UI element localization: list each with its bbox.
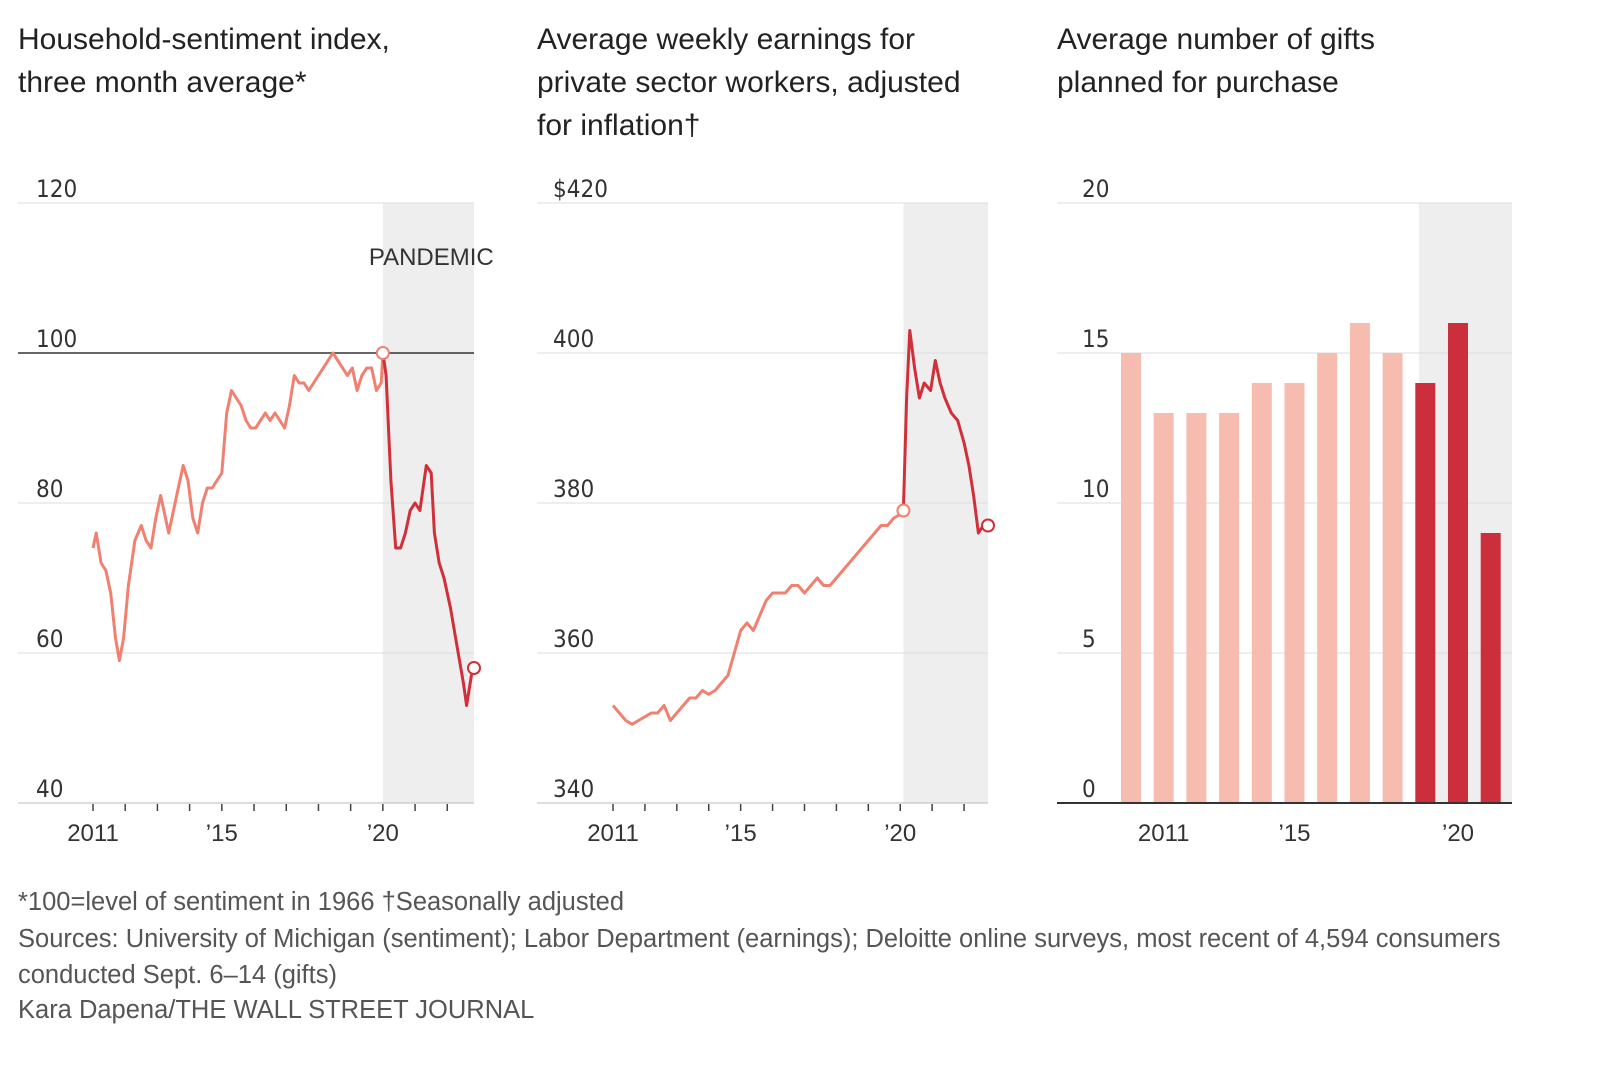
bar-2014 bbox=[1251, 383, 1272, 803]
x-tick-label: ’15 bbox=[1278, 820, 1310, 847]
bar-2018 bbox=[1382, 353, 1403, 803]
series-line-pre-pandemic bbox=[91, 351, 385, 662]
bar-2012 bbox=[1186, 413, 1207, 803]
bar-2011 bbox=[1153, 413, 1174, 803]
x-tick-label: ’15 bbox=[725, 820, 757, 847]
y-tick-label: 60 bbox=[36, 625, 63, 653]
footnote-sources: Sources: University of Michigan (sentime… bbox=[18, 925, 1501, 989]
bar-2010 bbox=[1121, 353, 1141, 803]
y-tick-label: 15 bbox=[1082, 325, 1109, 353]
x-tick-label: ’15 bbox=[206, 820, 238, 847]
y-tick-label: 120 bbox=[36, 175, 77, 203]
gifts-chart-title: Average number of gifts planned for purc… bbox=[1057, 23, 1375, 99]
footnote-credit: Kara Dapena/THE WALL STREET JOURNAL bbox=[18, 996, 535, 1024]
x-tick-label: 2011 bbox=[587, 820, 639, 847]
y-tick-label: 80 bbox=[36, 475, 63, 503]
y-tick-label: 40 bbox=[36, 775, 63, 803]
y-tick-label: 20 bbox=[1082, 175, 1109, 203]
y-tick-label: 100 bbox=[36, 325, 77, 353]
charts-canvas: 4060801001202011’15’20PANDEMIC3403603804… bbox=[18, 175, 1512, 847]
earnings-chart-title: Average weekly earnings for private sect… bbox=[537, 23, 961, 142]
bar-2015 bbox=[1284, 383, 1305, 803]
series-line-pandemic bbox=[381, 352, 476, 707]
y-tick-label: 0 bbox=[1082, 775, 1096, 803]
pandemic-label: PANDEMIC bbox=[369, 244, 494, 271]
x-tick-label: 2011 bbox=[1138, 820, 1190, 847]
series-line-pandemic bbox=[901, 329, 988, 535]
latest-value-marker bbox=[467, 661, 481, 675]
y-tick-label: 400 bbox=[553, 325, 594, 353]
bar-2020 bbox=[1448, 323, 1468, 803]
y-tick-label: 340 bbox=[553, 775, 594, 803]
bar-2019 bbox=[1415, 383, 1436, 803]
pandemic-start-marker bbox=[896, 503, 911, 518]
series-line-pre-pandemic bbox=[611, 509, 905, 726]
bar-2016 bbox=[1317, 353, 1338, 803]
y-tick-label: 5 bbox=[1082, 625, 1096, 653]
latest-value-marker bbox=[981, 518, 995, 533]
y-tick-label: 360 bbox=[553, 625, 594, 653]
x-tick-label: ’20 bbox=[884, 820, 916, 847]
x-tick-label: ’20 bbox=[1442, 820, 1474, 847]
bar-2021 bbox=[1480, 533, 1501, 803]
y-tick-label: $420 bbox=[553, 175, 608, 203]
footnote-note: *100=level of sentiment in 1966 †Seasona… bbox=[18, 888, 625, 916]
y-tick-label: 380 bbox=[553, 475, 594, 503]
bar-2013 bbox=[1219, 413, 1240, 803]
sentiment-chart-title: Household-sentiment index, three month a… bbox=[18, 23, 390, 99]
bar-2017 bbox=[1349, 323, 1370, 803]
x-tick-label: ’20 bbox=[367, 820, 399, 847]
y-tick-label: 10 bbox=[1082, 475, 1109, 503]
x-tick-label: 2011 bbox=[67, 820, 119, 847]
pandemic-start-marker bbox=[375, 346, 390, 360]
